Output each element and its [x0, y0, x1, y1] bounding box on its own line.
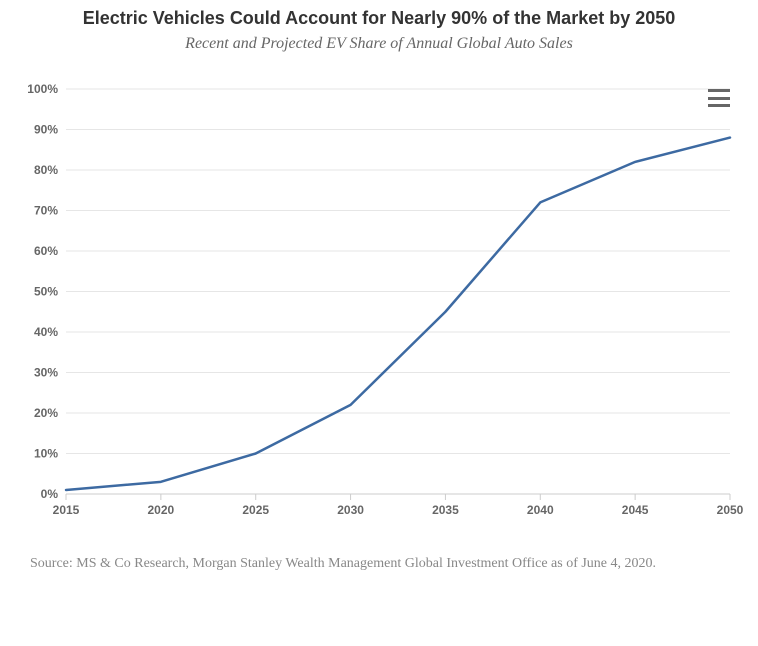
chart-subtitle: Recent and Projected EV Share of Annual …	[10, 35, 748, 53]
x-tick-label: 2035	[432, 503, 459, 517]
x-tick-label: 2030	[337, 503, 364, 517]
y-tick-label: 70%	[34, 204, 58, 218]
x-tick-label: 2025	[242, 503, 269, 517]
line-chart: 0% 10% 20% 30% 40% 50% 60% 70% 80% 90% 100% 2015 202…	[10, 59, 748, 537]
y-tick-label: 30%	[34, 366, 58, 380]
x-tick-label: 2040	[527, 503, 554, 517]
y-tick-label: 90%	[34, 123, 58, 137]
y-tick-label: 60%	[34, 244, 58, 258]
chart-area: 0% 10% 20% 30% 40% 50% 60% 70% 80% 90% 100% 2015 202…	[10, 59, 748, 537]
y-tick-label: 80%	[34, 163, 58, 177]
x-tick-label: 2020	[148, 503, 175, 517]
hamburger-menu-icon[interactable]	[708, 89, 730, 107]
source-attribution: Source: MS & Co Research, Morgan Stanley…	[10, 537, 748, 574]
y-tick-label: 0%	[41, 487, 59, 501]
y-tick-label: 100%	[27, 82, 58, 96]
x-tick-label: 2050	[717, 503, 744, 517]
chart-title: Electric Vehicles Could Account for Near…	[10, 8, 748, 29]
x-tick-label: 2045	[622, 503, 649, 517]
y-tick-label: 40%	[34, 325, 58, 339]
y-tick-label: 50%	[34, 285, 58, 299]
y-tick-label: 10%	[34, 447, 58, 461]
data-line	[66, 138, 730, 490]
y-tick-label: 20%	[34, 406, 58, 420]
x-tick-label: 2015	[53, 503, 80, 517]
